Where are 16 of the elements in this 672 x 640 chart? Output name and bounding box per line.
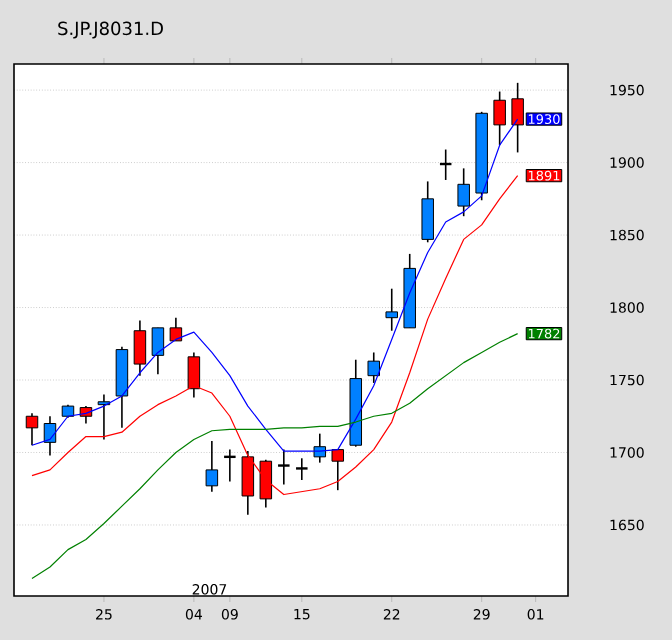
candlestick [331, 448, 345, 491]
chart-title: S.JP.J8031.D [58, 21, 163, 39]
candlestick [276, 448, 291, 486]
candlestick [169, 316, 183, 342]
candlestick [187, 351, 201, 399]
candlestick [367, 351, 380, 384]
candlestick [25, 412, 39, 447]
candlestick [133, 319, 147, 377]
candlestick [457, 167, 470, 217]
candlestick [294, 457, 309, 481]
candlestick [151, 327, 165, 376]
candlestick [385, 287, 398, 332]
candlestick [205, 440, 219, 493]
candlestick [493, 90, 506, 146]
candlestick [421, 180, 434, 244]
candlestick [115, 345, 129, 429]
